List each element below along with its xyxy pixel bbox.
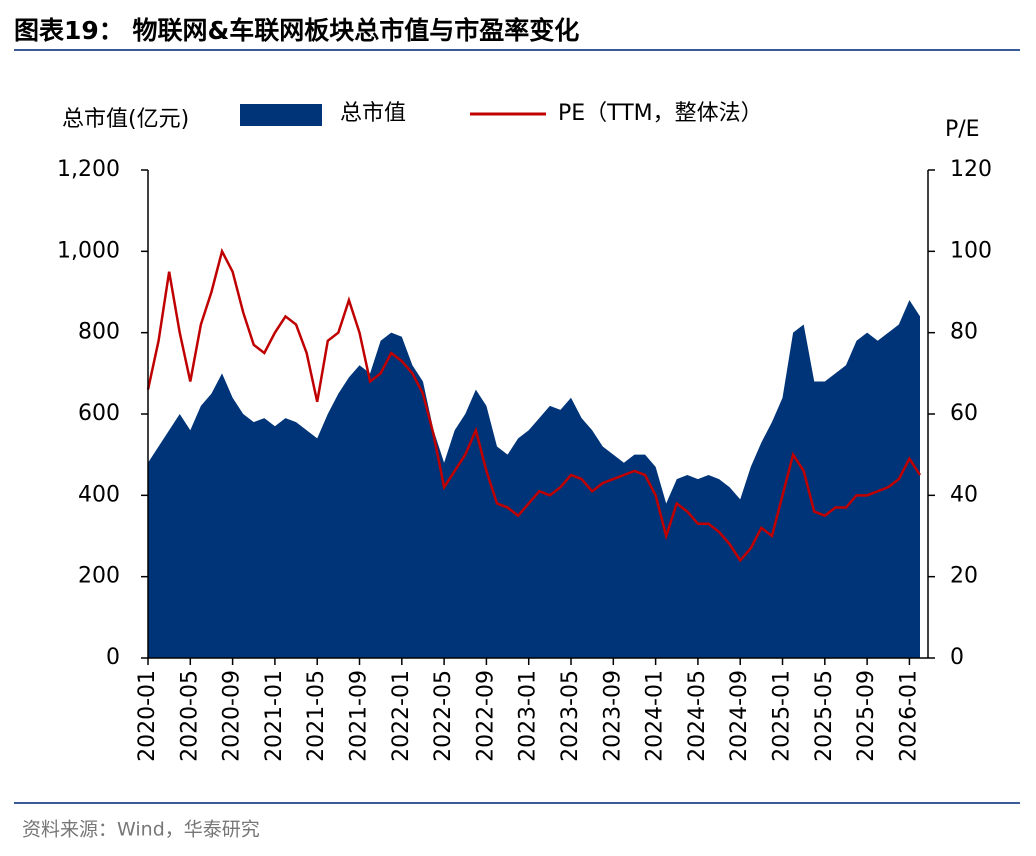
x-tick-label: 2021-09 [347,670,372,762]
line [146,247,922,563]
x-tick-label: 2025-01 [770,670,795,762]
x-tick-label: 2020-09 [220,670,245,762]
x-tick-label: 2020-01 [135,670,160,762]
legend-label: PE（TTM，整体法） [558,101,763,126]
y-axis-label: 总市值(亿元) [62,107,189,132]
y2-tick-label: 60 [950,401,978,426]
y-tick-label: 1,000 [57,238,120,263]
legend-label: 总市值 [340,101,406,126]
x-tick-label: 2021-05 [304,670,329,762]
y-tick-label: 400 [78,482,120,507]
x-tick-label: 2024-01 [643,670,668,762]
source: 资料来源：Wind，华泰研究 [22,819,260,841]
x-tick-label: 2021-01 [262,670,287,762]
y2-tick-label: 80 [950,320,978,345]
y2-tick-label: 0 [950,645,964,670]
x-tick-label: 2025-05 [812,670,837,762]
y2-tick-label: 120 [950,157,992,182]
y2-tick-label: 20 [950,564,978,589]
x-tick-label: 2023-01 [516,670,541,762]
chart-title: 图表19： 物联网&车联网板块总市值与市盈率变化 [14,16,579,45]
y-tick-label: 1,200 [57,157,120,182]
legend-swatch [240,104,322,126]
x-tick-label: 2022-05 [431,670,456,762]
y-tick-label: 0 [106,645,120,670]
x-tick-label: 2023-09 [600,670,625,762]
y2-tick-label: 100 [950,238,992,263]
x-tick-label: 2022-01 [389,670,414,762]
y2-axis-label: P/E [945,117,980,142]
x-tick-label: 2026-01 [896,670,921,762]
x-tick-label: 2024-09 [727,670,752,762]
x-tick-label: 2023-05 [558,670,583,762]
y-tick-label: 800 [78,320,120,345]
y-tick-label: 200 [78,564,120,589]
x-tick-label: 2025-09 [854,670,879,762]
x-tick-label: 2020-05 [177,670,202,762]
x-tick-label: 2024-05 [685,670,710,762]
y-tick-label: 600 [78,401,120,426]
y2-tick-label: 40 [950,482,978,507]
area [148,300,920,658]
x-tick-label: 2022-09 [473,670,498,762]
